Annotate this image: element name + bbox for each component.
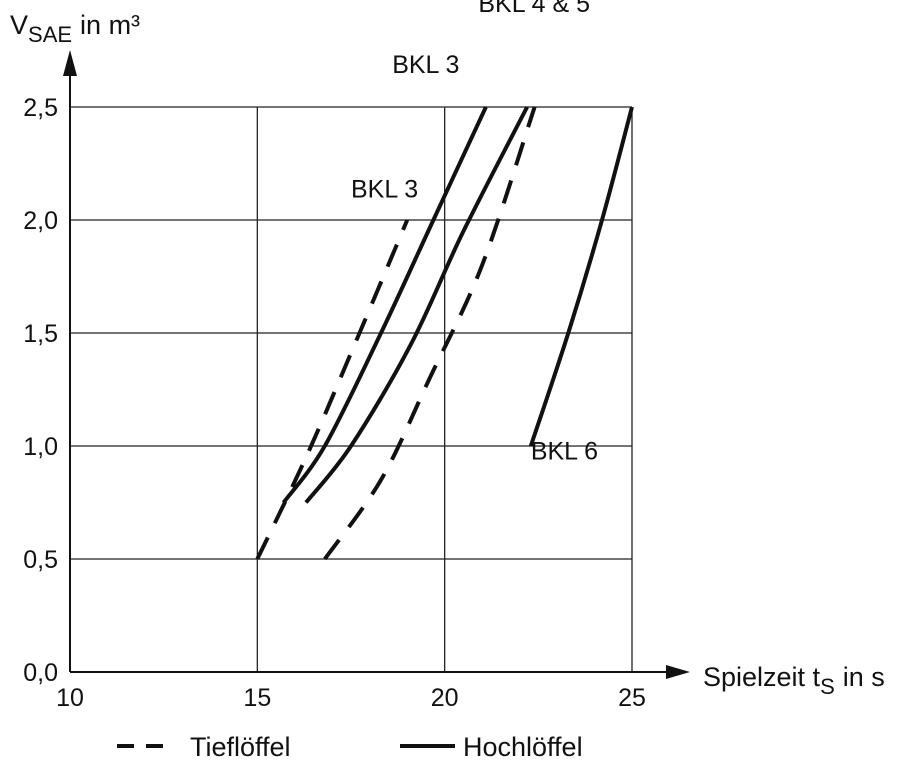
series-line-0-tiefloeffel (255, 219, 410, 560)
annotation-label-3: BKL 6 (531, 438, 598, 466)
y-tick-label-1: 0,5 (23, 546, 58, 574)
series-group (255, 106, 634, 561)
y-tick-label-5: 2,5 (23, 94, 58, 122)
x-tick-label-1: 15 (243, 684, 271, 712)
series-line-1-tiefloeffel (323, 106, 537, 561)
y-axis-unit: in m³ (80, 10, 140, 40)
legend-label-hochloeffel: Hochlöffel (463, 732, 583, 762)
annotation-label-1: BKL 3 (351, 175, 418, 203)
x-tick-label-2: 20 (431, 684, 459, 712)
y-axis-subscript: SAE (28, 22, 72, 47)
y-tick-label-4: 2,0 (23, 207, 58, 235)
x-axis-arrowhead (666, 665, 690, 679)
series-line-3-hochloeffel (304, 106, 529, 504)
x-axis-label: Spielzeit tS in s (703, 662, 885, 699)
annotations: BKL 3 BKL 3 BKL 4 & 5 BKL 6 (351, 0, 598, 466)
y-tick-label-0: 0,0 (23, 659, 58, 687)
annotation-label-0: BKL 3 (392, 51, 459, 79)
x-tick-label-0: 10 (56, 684, 84, 712)
x-axis-unit: in s (843, 662, 885, 692)
series-line-4-hochloeffel (528, 106, 634, 447)
tick-labels: 0,0 0,5 1,0 1,5 2,0 2,5 10 15 20 25 (23, 94, 646, 712)
legend-label-tiefloeffel: Tieflöffel (190, 732, 291, 762)
annotation-label-2: BKL 4 & 5 (478, 0, 590, 18)
y-tick-label-3: 1,5 (23, 320, 58, 348)
y-axis-arrowhead (63, 50, 77, 76)
x-axis-text: Spielzeit t (703, 662, 821, 692)
y-axis-symbol: V (10, 10, 28, 40)
axes (63, 50, 690, 679)
x-axis-subscript: S (820, 674, 835, 699)
y-axis-label: VSAE in m³ (10, 10, 140, 47)
x-tick-label-3: 25 (618, 684, 646, 712)
legend: Tieflöffel Hochlöffel (117, 732, 583, 762)
series-line-2-hochloeffel (281, 106, 488, 504)
grid (70, 106, 633, 672)
y-tick-label-2: 1,0 (23, 433, 58, 461)
